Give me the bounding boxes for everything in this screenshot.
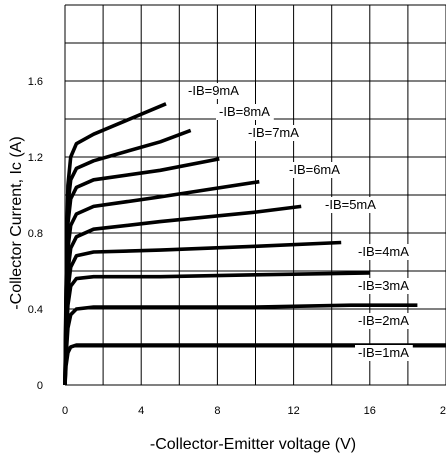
y-axis-title: -Collector Current, Ic (A): [8, 136, 25, 309]
x-axis-title: -Collector-Emitter voltage (V): [150, 436, 356, 453]
x-tick-label: 16: [364, 405, 376, 417]
x-tick-label: 8: [214, 405, 220, 417]
x-tick-label: 12: [287, 405, 299, 417]
svg-text:-IB=7mA: -IB=7mA: [248, 125, 299, 140]
svg-text:-IB=2mA: -IB=2mA: [358, 313, 409, 328]
curve-label: -IB=8mA: [216, 104, 274, 120]
curve-label: -IB=9mA: [185, 83, 243, 99]
curve-label: -IB=4mA: [355, 244, 413, 260]
curve-labels: -IB=1mA -IB=2mA -IB=3mA -IB=4mA -IB=5mA -IB=6…: [185, 83, 413, 361]
svg-text:-IB=9mA: -IB=9mA: [188, 83, 239, 98]
curve-label: -IB=2mA: [355, 313, 413, 329]
series-line: [63, 102, 167, 386]
series-line: [63, 240, 342, 386]
svg-text:-IB=4mA: -IB=4mA: [358, 244, 409, 259]
curve-label: -IB=6mA: [286, 162, 344, 178]
y-tick-label: 0.8: [28, 228, 43, 240]
svg-text:-IB=8mA: -IB=8mA: [219, 104, 270, 119]
series-line: [63, 179, 260, 386]
svg-text:-IB=6mA: -IB=6mA: [289, 162, 340, 177]
curve-label: -IB=7mA: [245, 125, 303, 141]
svg-text:-IB=5mA: -IB=5mA: [325, 197, 376, 212]
x-tick-label: 0: [62, 405, 68, 417]
curve-label: -IB=1mA: [355, 345, 413, 361]
curves: [63, 102, 446, 386]
svg-text:-IB=3mA: -IB=3mA: [358, 278, 409, 293]
y-tick-label: 0: [37, 380, 43, 392]
y-tick-label: 1.2: [28, 152, 43, 164]
y-tick-label: 0.4: [28, 304, 43, 316]
x-tick-label: 20: [440, 405, 446, 417]
curve-label: -IB=3mA: [355, 278, 413, 294]
y-tick-label: 1.6: [28, 76, 43, 88]
tick-labels: 0 4 8 12 16 20 0 0.4 0.8 1.2 1.6: [28, 76, 446, 417]
svg-text:-IB=1mA: -IB=1mA: [358, 345, 409, 360]
curve-label: -IB=5mA: [322, 197, 380, 213]
x-tick-label: 4: [138, 405, 144, 417]
